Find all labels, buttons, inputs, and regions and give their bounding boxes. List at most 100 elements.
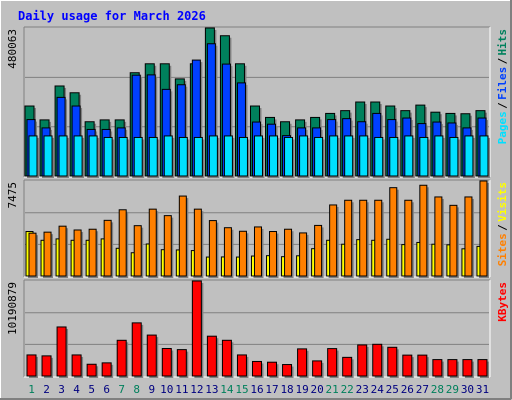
x-tick-label: 2 (43, 383, 50, 396)
bar-sites (359, 199, 368, 277)
bar-pages (193, 136, 203, 177)
bar-pages (238, 136, 248, 177)
bar-kbytes (236, 354, 247, 377)
bar-sites (479, 180, 488, 277)
bar-pages (344, 135, 354, 177)
bar-kbytes (327, 348, 338, 377)
bar-sites (464, 196, 473, 277)
bar-kbytes (477, 359, 488, 377)
x-tick-label: 7 (118, 383, 125, 396)
bar-kbytes (432, 359, 443, 377)
x-tick-label: 15 (235, 383, 248, 396)
x-axis-labels: 1 2 3 4 5 6 7 8 9 10 11 12 13 14 15 16 17 18 19 20 21 22 23 24 2… (28, 383, 489, 396)
bar-pages (389, 136, 399, 177)
bar-kbytes (342, 356, 353, 377)
bar-kbytes (131, 322, 142, 377)
chart-title: Daily usage for March 2026 (18, 9, 206, 23)
bar-pages (419, 136, 429, 177)
bar-kbytes (251, 360, 262, 377)
bar-pages (329, 135, 339, 177)
bar-kbytes (402, 354, 413, 377)
bar-pages (88, 135, 98, 177)
bar-pages (118, 136, 128, 177)
y-max-label: 7475 (6, 182, 19, 209)
bar-kbytes (71, 354, 82, 377)
bar-kbytes (41, 355, 52, 377)
bar-sites (434, 196, 443, 277)
bar-sites (178, 195, 187, 277)
bar-kbytes (191, 280, 202, 377)
x-tick-label: 1 (28, 383, 35, 396)
x-tick-label: 11 (175, 383, 188, 396)
bar-sites (329, 204, 338, 277)
x-tick-label: 25 (386, 383, 399, 396)
bar-sites (223, 227, 232, 277)
bar-pages (223, 135, 233, 177)
bar-sites (284, 228, 293, 277)
bar-sites (314, 224, 323, 277)
bar-sites (58, 225, 67, 277)
bar-pages (449, 136, 459, 177)
y-max-label: 480063 (6, 29, 19, 69)
bar-sites (73, 229, 82, 277)
bar-kbytes (447, 359, 458, 377)
bar-sites (374, 199, 383, 277)
legend-visits: Visits (496, 182, 509, 222)
bar-sites (419, 184, 428, 277)
x-tick-label: 24 (371, 383, 385, 396)
bar-kbytes (161, 347, 172, 377)
bar-sites (133, 225, 142, 277)
x-tick-label: 18 (280, 383, 293, 396)
y-max-label: 10190879 (6, 282, 19, 335)
bar-pages (43, 135, 53, 177)
bar-sites (43, 231, 52, 277)
bar-pages (178, 136, 188, 177)
bar-pages (464, 135, 474, 177)
x-tick-label: 31 (476, 383, 489, 396)
bar-pages (299, 135, 309, 177)
bar-sites (148, 208, 157, 277)
bar-kbytes (282, 364, 293, 377)
x-tick-label: 29 (446, 383, 459, 396)
bar-pages (269, 135, 279, 177)
bar-pages (28, 135, 38, 177)
bar-pages (284, 136, 294, 177)
bar-pages (163, 135, 173, 177)
bar-kbytes (357, 344, 368, 377)
bar-kbytes (267, 361, 278, 377)
x-tick-label: 16 (250, 383, 263, 396)
bar-kbytes (312, 360, 323, 377)
bar-sites (208, 220, 217, 277)
bar-pages (359, 135, 369, 177)
bar-pages (253, 135, 263, 177)
bar-sites (118, 209, 127, 277)
x-tick-label: 22 (341, 383, 354, 396)
x-tick-label: 19 (295, 383, 308, 396)
x-tick-label: 6 (103, 383, 110, 396)
legend-hits: Hits (496, 29, 509, 56)
bar-sites (299, 232, 308, 277)
bar-sites (253, 226, 262, 277)
x-tick-label: 9 (148, 383, 155, 396)
bar-pages (314, 136, 324, 177)
panel-bottom: 10190879 KBytes (6, 279, 509, 378)
x-tick-label: 14 (220, 383, 234, 396)
x-tick-label: 5 (88, 383, 95, 396)
x-tick-label: 17 (265, 383, 278, 396)
bar-sites (88, 228, 97, 277)
bar-kbytes (372, 343, 383, 377)
x-tick-label: 13 (205, 383, 218, 396)
bar-kbytes (56, 326, 67, 377)
panel-top: 480063 Hits/Files/Pages (6, 26, 509, 179)
x-tick-label: 10 (160, 383, 173, 396)
legend-separator: / (496, 102, 509, 109)
bar-sites (344, 199, 353, 277)
legend-sites: Sites (496, 233, 509, 266)
x-tick-label: 27 (416, 383, 429, 396)
bar-kbytes (462, 359, 473, 377)
bar-pages (148, 136, 158, 177)
bar-sites (193, 208, 202, 277)
legend-separator: / (496, 224, 509, 231)
bar-pages (133, 136, 143, 177)
